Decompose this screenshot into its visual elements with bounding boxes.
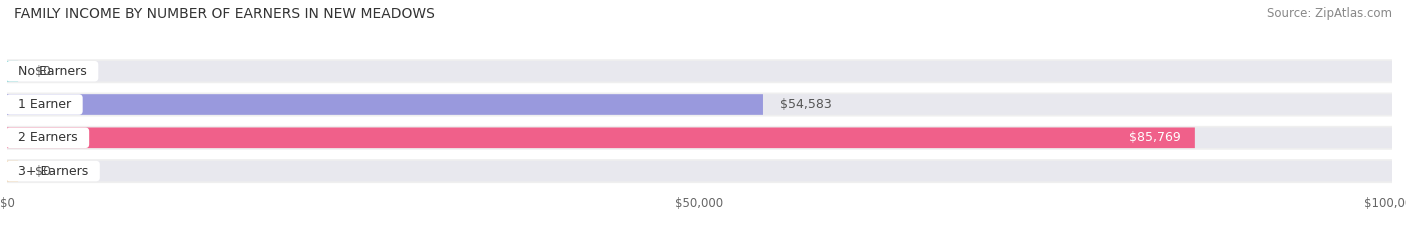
Text: $85,769: $85,769 bbox=[1129, 131, 1181, 144]
Text: FAMILY INCOME BY NUMBER OF EARNERS IN NEW MEADOWS: FAMILY INCOME BY NUMBER OF EARNERS IN NE… bbox=[14, 7, 434, 21]
Text: $54,583: $54,583 bbox=[779, 98, 831, 111]
FancyBboxPatch shape bbox=[7, 126, 1392, 150]
FancyBboxPatch shape bbox=[7, 159, 1392, 183]
FancyBboxPatch shape bbox=[7, 127, 1195, 148]
Text: 1 Earner: 1 Earner bbox=[10, 98, 79, 111]
Text: 3+ Earners: 3+ Earners bbox=[10, 164, 96, 178]
Text: Source: ZipAtlas.com: Source: ZipAtlas.com bbox=[1267, 7, 1392, 20]
FancyBboxPatch shape bbox=[7, 59, 1392, 83]
FancyBboxPatch shape bbox=[7, 61, 18, 82]
Text: $0: $0 bbox=[35, 164, 51, 178]
FancyBboxPatch shape bbox=[7, 93, 1392, 116]
FancyBboxPatch shape bbox=[7, 161, 1392, 182]
FancyBboxPatch shape bbox=[7, 127, 1392, 148]
FancyBboxPatch shape bbox=[7, 161, 18, 182]
FancyBboxPatch shape bbox=[7, 94, 1392, 115]
Text: $0: $0 bbox=[35, 65, 51, 78]
FancyBboxPatch shape bbox=[7, 94, 763, 115]
Text: No Earners: No Earners bbox=[10, 65, 94, 78]
FancyBboxPatch shape bbox=[7, 61, 1392, 82]
Text: 2 Earners: 2 Earners bbox=[10, 131, 86, 144]
